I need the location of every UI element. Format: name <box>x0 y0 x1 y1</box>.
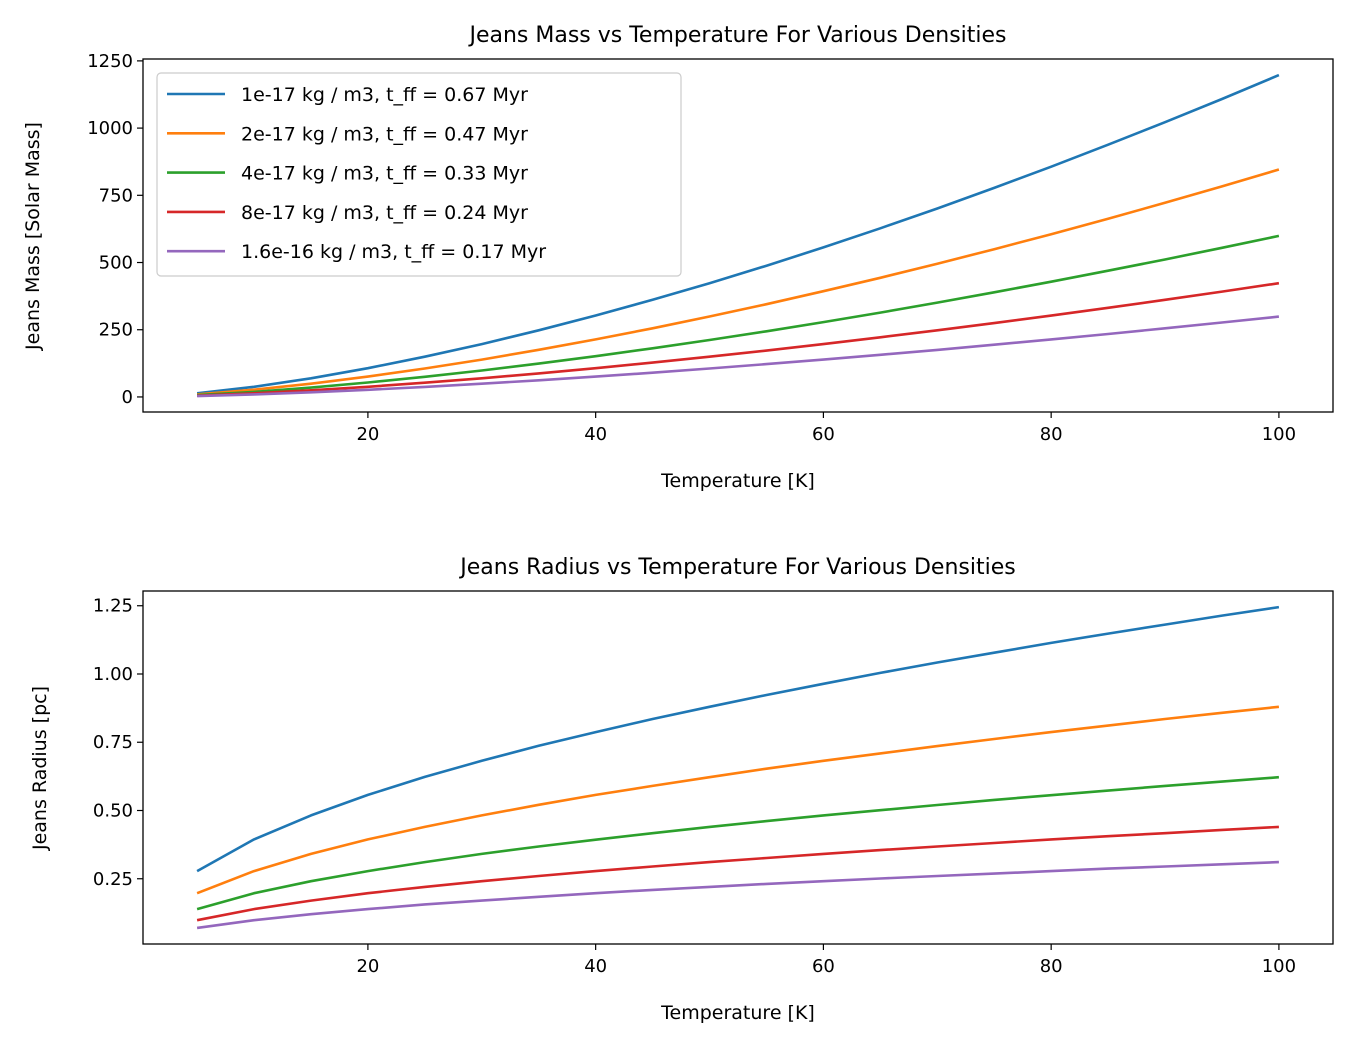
x-tick-label: 20 <box>356 424 379 445</box>
axes-frame <box>142 58 1334 413</box>
series-line-4 <box>197 315 1280 398</box>
x-tick-label: 40 <box>584 956 607 977</box>
series-line-1 <box>196 168 1280 396</box>
series-line-3 <box>197 281 1280 397</box>
x-tick-label: 60 <box>812 424 835 445</box>
legend-entry: 2e-17 kg / m3, t_ff = 0.47 Myr <box>241 123 528 145</box>
series-line-4 <box>196 860 1279 930</box>
legend-entry: 8e-17 kg / m3, t_ff = 0.24 Myr <box>241 202 528 224</box>
axes-frame <box>142 590 1334 945</box>
x-tick-label: 80 <box>1040 424 1063 445</box>
jeans-radius-plot: Jeans Radius vs Temperature For Various … <box>29 555 1334 1024</box>
x-tick-label: 20 <box>356 956 379 977</box>
series-line-0 <box>196 605 1280 873</box>
legend-entry: 4e-17 kg / m3, t_ff = 0.33 Myr <box>241 163 528 185</box>
y-axis-label: Jeans Mass [Solar Mass] <box>22 122 44 351</box>
x-tick-label: 100 <box>1262 956 1296 977</box>
x-axis-label: Temperature [K] <box>660 1002 815 1024</box>
y-tick-label: 250 <box>99 320 133 341</box>
series-line-0 <box>196 73 1280 395</box>
series-line-3 <box>196 825 1279 922</box>
y-tick-label: 1000 <box>87 118 133 139</box>
y-tick-label: 0.50 <box>93 800 133 821</box>
x-tick-label: 80 <box>1040 956 1063 977</box>
x-tick-label: 100 <box>1262 424 1296 445</box>
y-axis-label: Jeans Radius [pc] <box>29 686 51 851</box>
y-tick-label: 1250 <box>87 51 133 72</box>
legend: 1e-17 kg / m3, t_ff = 0.67 Myr 2e-17 kg /… <box>156 72 682 277</box>
y-tick-label: 500 <box>99 253 133 274</box>
x-tick-label: 60 <box>812 956 835 977</box>
series-line-1 <box>196 705 1280 895</box>
legend-entry: 1.6e-16 kg / m3, t_ff = 0.17 Myr <box>241 241 546 263</box>
x-tick-label: 40 <box>584 424 607 445</box>
y-tick-label: 1.25 <box>93 596 133 617</box>
legend-box <box>156 72 682 277</box>
x-axis-label: Temperature [K] <box>660 470 815 492</box>
legend-entry: 1e-17 kg / m3, t_ff = 0.67 Myr <box>241 84 528 106</box>
y-tick-label: 1.00 <box>93 664 133 685</box>
series-line-2 <box>196 775 1280 911</box>
y-tick-label: 0.75 <box>93 732 133 753</box>
y-tick-label: 750 <box>99 185 133 206</box>
plot-title: Jeans Mass vs Temperature For Various De… <box>467 23 1006 48</box>
y-tick-label: 0 <box>122 387 133 408</box>
series-line-2 <box>197 234 1280 397</box>
y-tick-label: 0.25 <box>93 869 133 890</box>
jeans-mass-plot: Jeans Mass vs Temperature For Various De… <box>22 23 1334 492</box>
plot-title: Jeans Radius vs Temperature For Various … <box>458 555 1015 580</box>
